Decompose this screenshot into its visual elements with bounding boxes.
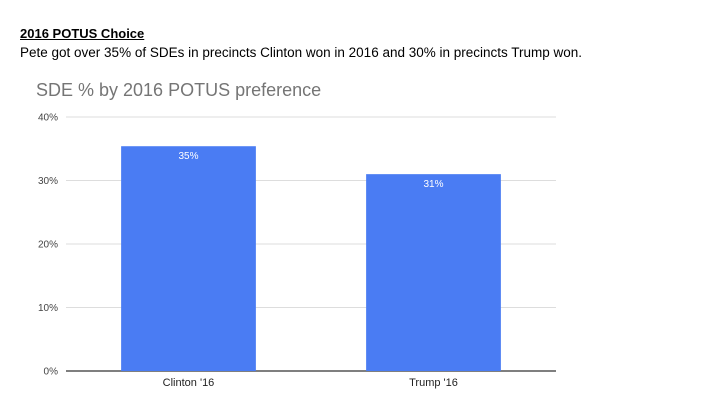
y-tick-label: 30%: [38, 176, 58, 187]
x-tick-label: Clinton '16: [163, 377, 215, 389]
chart-title: SDE % by 2016 POTUS preference: [36, 80, 321, 100]
bars: [121, 146, 501, 371]
bar: [366, 174, 501, 371]
labels: 0% 10% 20% 30% 40% 35% Clinton '16 31% Trump '16: [38, 113, 458, 390]
section-heading: 2016 POTUS Choice: [20, 26, 145, 41]
data-label: 31%: [423, 179, 443, 190]
bar: [121, 146, 256, 371]
y-tick-label: 20%: [38, 240, 58, 251]
y-tick-label: 40%: [38, 113, 58, 124]
y-tick-label: 10%: [38, 303, 58, 314]
x-tick-label: Trump '16: [409, 377, 458, 389]
section-description: Pete got over 35% of SDEs in precincts C…: [20, 45, 583, 60]
y-tick-label: 0%: [44, 367, 59, 378]
data-label: 35%: [178, 151, 198, 162]
